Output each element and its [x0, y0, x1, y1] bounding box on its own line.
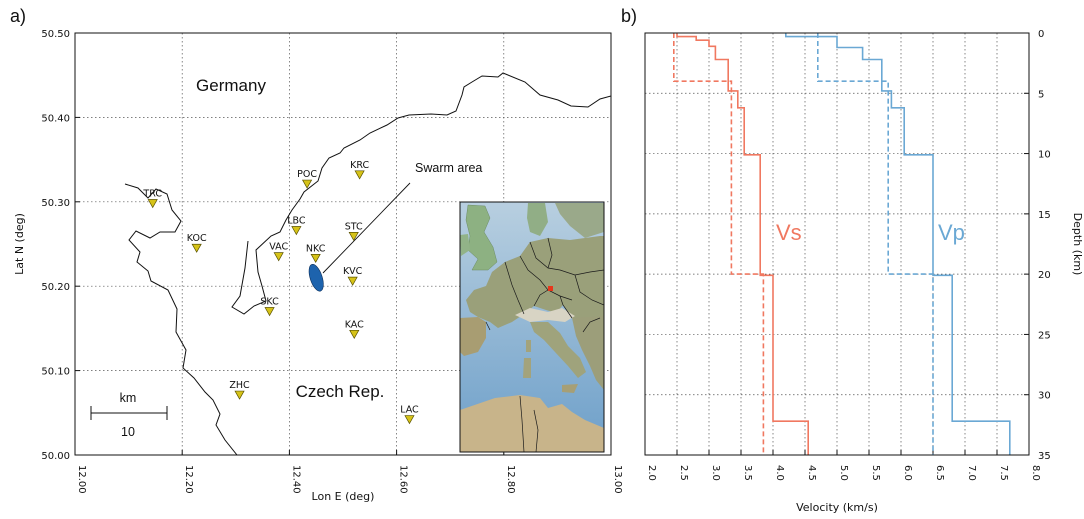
scale-value-label: 10	[121, 425, 135, 439]
depth-tick-label: 0	[1038, 29, 1044, 40]
velocity-x-axis-label: Velocity (km/s)	[796, 501, 878, 514]
map-x-axis-label: Lon E (deg)	[312, 490, 375, 503]
station-marker-nkc	[310, 253, 321, 264]
panel-b-label: b)	[621, 6, 637, 26]
depth-axis-label: Depth (km)	[1071, 213, 1084, 276]
map-y-tick-label: 50.40	[41, 113, 70, 124]
depth-tick-label: 30	[1038, 391, 1051, 402]
map-x-tick-label: 12.20	[183, 465, 194, 494]
velocity-x-tick-label: 2.5	[678, 465, 689, 481]
station-markers: TRC KOC POC KRC LBC STC VAC NKC KVC SKC KAC ZHC LAC	[142, 160, 419, 425]
station-label-nkc: NKC	[306, 243, 326, 254]
velocity-x-tick-label: 4.0	[774, 465, 785, 481]
map-y-tick-label: 50.10	[41, 367, 70, 378]
station-marker-skc	[264, 307, 275, 317]
swarm-pointer-line	[322, 182, 411, 274]
velocity-profiles	[672, 33, 1011, 455]
map-x-tick-label: 12.00	[76, 465, 87, 494]
station-label-stc: STC	[345, 221, 363, 232]
map-x-tick-label: 12.60	[398, 465, 409, 494]
station-label-trc: TRC	[142, 188, 162, 199]
velocity-x-tick-label: 6.0	[902, 465, 913, 481]
station-marker-koc	[191, 243, 202, 253]
border-line-north	[231, 72, 611, 315]
station-label-krc: KRC	[350, 160, 369, 171]
station-label-vac: VAC	[269, 242, 288, 253]
velocity-x-tick-label: 2.0	[646, 465, 657, 481]
scale-bar: km 10	[90, 391, 168, 439]
map-frame	[74, 32, 612, 456]
velocity-grid	[645, 33, 1029, 455]
map-x-tick-label: 13.00	[612, 465, 623, 494]
border-line-west	[124, 183, 238, 455]
velocity-x-tick-label: 3.5	[742, 465, 753, 481]
velocity-x-tick-label: 6.5	[934, 465, 945, 481]
map-x-tick-label: 12.40	[290, 465, 301, 494]
depth-tick-label: 35	[1038, 451, 1051, 462]
velocity-x-tick-label: 8.0	[1030, 465, 1041, 481]
velocity-x-tick-label: 5.5	[870, 465, 881, 481]
station-label-kvc: KVC	[343, 266, 363, 277]
depth-tick-label: 5	[1038, 89, 1044, 100]
velocity-frame	[644, 32, 1030, 456]
station-label-koc: KOC	[187, 233, 207, 244]
map-y-tick-label: 50.00	[41, 451, 70, 462]
station-label-poc: POC	[297, 169, 317, 180]
station-marker-lbc	[291, 226, 302, 236]
map-y-tick-label: 50.20	[41, 282, 70, 293]
map-y-axis-label: Lat N (deg)	[13, 213, 26, 275]
velocity-x-tick-label: 7.5	[998, 465, 1009, 481]
station-marker-trc	[147, 199, 158, 209]
station-label-lac: LAC	[400, 405, 419, 416]
station-marker-zhc	[234, 390, 245, 400]
vs-profile-solid	[676, 33, 810, 455]
station-marker-stc	[348, 232, 359, 242]
map-y-tick-label: 50.30	[41, 198, 70, 209]
swarm-area-marker	[308, 264, 324, 292]
scale-unit-label: km	[120, 391, 137, 405]
country-label-czech: Czech Rep.	[296, 382, 385, 401]
inset-location-marker	[548, 286, 553, 291]
depth-tick-label: 15	[1038, 210, 1051, 221]
vp-series-label: Vp	[938, 220, 965, 245]
velocity-x-tick-label: 3.0	[710, 465, 721, 481]
map-grid	[75, 33, 611, 455]
station-label-lbc: LBC	[287, 215, 306, 226]
vp-profile-dashed	[816, 33, 934, 455]
vp-profile-solid	[784, 33, 1011, 455]
velocity-tick-labels: 2.0 2.5 3.0 3.5 4.0 4.5 5.0 5.5 6.0 6.5 7.0 7.5 8.0 0…	[644, 29, 1051, 481]
vs-profile-dashed	[672, 33, 765, 455]
map-x-tick-label: 12.80	[505, 465, 516, 494]
station-marker-vac	[273, 252, 284, 262]
country-label-germany: Germany	[196, 76, 266, 95]
station-label-kac: KAC	[345, 319, 364, 330]
map-tick-labels: 12.00 12.20 12.40 12.60 12.80 13.00 50.50 50.40…	[41, 29, 623, 494]
station-marker-lac	[404, 415, 415, 425]
station-label-zhc: ZHC	[229, 380, 250, 391]
depth-tick-label: 20	[1038, 270, 1051, 281]
vs-series-label: Vs	[776, 220, 802, 245]
depth-tick-label: 25	[1038, 330, 1051, 341]
station-marker-poc	[301, 179, 313, 189]
velocity-x-tick-label: 7.0	[966, 465, 977, 481]
station-marker-kvc	[347, 276, 358, 286]
station-label-skc: SKC	[260, 297, 279, 308]
map-y-tick-label: 50.50	[41, 29, 70, 40]
europe-inset-map	[459, 201, 605, 453]
station-marker-kac	[349, 329, 360, 340]
station-marker-krc	[354, 170, 365, 180]
depth-tick-label: 10	[1038, 150, 1051, 161]
panel-a-label: a)	[10, 6, 26, 26]
velocity-x-tick-label: 5.0	[838, 465, 849, 481]
swarm-area-label: Swarm area	[415, 161, 482, 175]
velocity-x-tick-label: 4.5	[806, 465, 817, 481]
